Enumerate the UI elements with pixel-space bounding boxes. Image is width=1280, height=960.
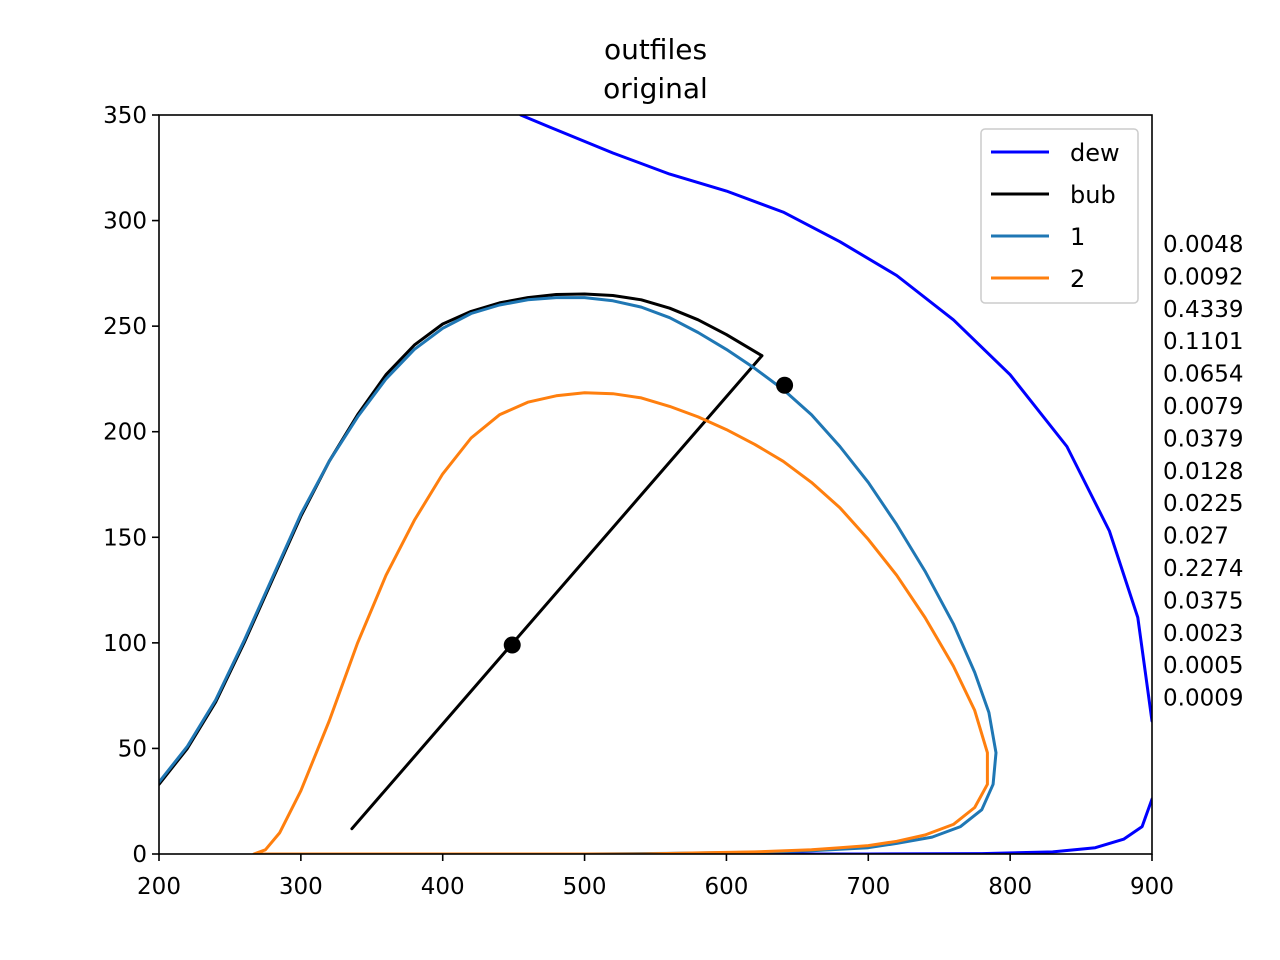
composition-value-13: 0.0023	[1163, 621, 1243, 647]
composition-value-5: 0.0654	[1163, 362, 1243, 388]
composition-value-6: 0.0079	[1163, 394, 1243, 420]
composition-value-1: 0.0048	[1163, 232, 1243, 258]
series-line-1-4	[159, 296, 998, 854]
composition-value-12: 0.0375	[1163, 588, 1243, 614]
legend-label-bub: bub	[1070, 181, 1116, 209]
composition-value-10: 0.027	[1163, 524, 1229, 550]
series-line-2-5	[252, 391, 989, 854]
y-tick-label-350: 350	[103, 103, 147, 129]
composition-value-15: 0.0009	[1163, 686, 1243, 712]
x-tick-label-600: 600	[704, 874, 748, 900]
y-tick-label-150: 150	[103, 525, 147, 551]
composition-value-9: 0.0225	[1163, 491, 1243, 517]
plot-frame	[158, 114, 1153, 855]
composition-value-3: 0.4339	[1163, 297, 1243, 323]
composition-value-2: 0.0092	[1163, 264, 1243, 290]
composition-value-14: 0.0005	[1163, 653, 1243, 679]
legend-label-dew: dew	[1070, 139, 1120, 167]
y-tick-label-200: 200	[103, 420, 147, 446]
series-line-bub-2	[159, 292, 764, 786]
composition-list: 0.0048 0.0092 0.4339 0.1101 0.0654 0.0079 0.03…	[1163, 232, 1243, 712]
y-tick-label-300: 300	[103, 209, 147, 235]
x-tick-label-900: 900	[1130, 874, 1174, 900]
x-tick-label-400: 400	[421, 874, 465, 900]
composition-value-4: 0.1101	[1163, 329, 1243, 355]
x-tick-label-800: 800	[988, 874, 1032, 900]
composition-value-8: 0.0128	[1163, 459, 1243, 485]
point-marker-2	[776, 376, 794, 394]
y-tick-label-250: 250	[103, 314, 147, 340]
y-tick-label-50: 50	[118, 736, 147, 762]
legend-box	[980, 128, 1139, 304]
series-layer	[159, 115, 1152, 854]
y-tick-label-100: 100	[103, 631, 147, 657]
series-line-dew-0	[519, 115, 1152, 723]
series-line-dew-1	[313, 797, 1152, 854]
marker-layer	[503, 376, 794, 654]
x-tick-label-500: 500	[563, 874, 607, 900]
x-tick-label-300: 300	[279, 874, 323, 900]
legend-label-2: 2	[1070, 265, 1085, 293]
composition-value-11: 0.2274	[1163, 556, 1243, 582]
chart-title: outfiles	[604, 33, 707, 66]
composition-value-7: 0.0379	[1163, 426, 1243, 452]
legend: dew bub 1 2	[980, 128, 1139, 304]
point-marker-1	[503, 636, 521, 654]
x-tick-label-700: 700	[846, 874, 890, 900]
chart-subtitle: original	[603, 72, 708, 105]
x-tick-label-200: 200	[137, 874, 181, 900]
legend-label-1: 1	[1070, 223, 1085, 251]
y-tick-label-0: 0	[132, 842, 147, 868]
axes-frame: 200 300 400 500 600 700 800 900 0 50 100 150 200 250 3…	[103, 103, 1174, 900]
series-line-tie-line-3	[350, 354, 764, 831]
